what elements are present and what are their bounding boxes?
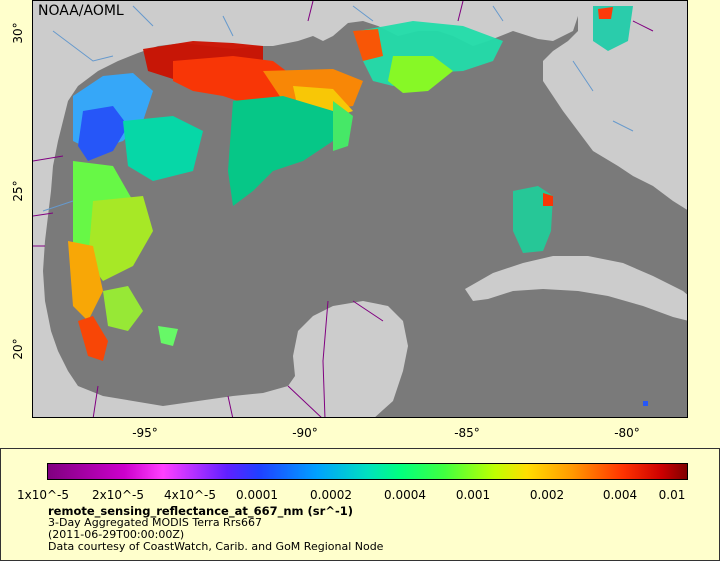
colorbar-tick: 0.002: [529, 488, 565, 502]
florida-land: [543, 1, 687, 210]
map-graphic: [33, 1, 687, 417]
mexico-land: [33, 301, 408, 417]
legend-variable-title: remote_sensing_reflectance_at_667_nm (sr…: [48, 504, 353, 518]
colorbar-tick: 2x10^-5: [91, 488, 145, 502]
colorbar-tick: 0.0004: [384, 488, 426, 502]
lat-label-20: 20°: [11, 338, 25, 360]
lat-label-25: 25°: [11, 180, 25, 202]
colorbar: [47, 463, 688, 480]
map-panel: [32, 0, 688, 418]
legend-credit: Data courtesy of CoastWatch, Carib. and …: [48, 540, 384, 553]
lon-label-80: -80°: [614, 426, 640, 440]
river-lines: [42, 5, 634, 212]
colorbar-tick: 0.0002: [310, 488, 352, 502]
colorbar-tick: 0.01: [658, 488, 686, 502]
lon-label-95: -95°: [132, 426, 158, 440]
legend-time: (2011-06-29T00:00:00Z): [48, 528, 185, 541]
lat-label-30: 30°: [11, 22, 25, 44]
colorbar-tick: 0.001: [455, 488, 491, 502]
colorbar-tick: 4x10^-5: [163, 488, 217, 502]
legend-description: 3-Day Aggregated MODIS Terra Rrs667: [48, 516, 262, 529]
map-watermark: NOAA/AOML: [38, 3, 124, 19]
colorbar-tick: 0.0001: [236, 488, 278, 502]
cuba-land: [465, 256, 687, 321]
colorbar-tick: 1x10^-5: [16, 488, 70, 502]
lon-label-90: -90°: [292, 426, 318, 440]
lon-label-85: -85°: [454, 426, 480, 440]
reflectance-data: [68, 6, 648, 406]
boundary-lines: [33, 1, 654, 417]
us-land: [33, 1, 593, 386]
colorbar-tick: 0.004: [602, 488, 638, 502]
